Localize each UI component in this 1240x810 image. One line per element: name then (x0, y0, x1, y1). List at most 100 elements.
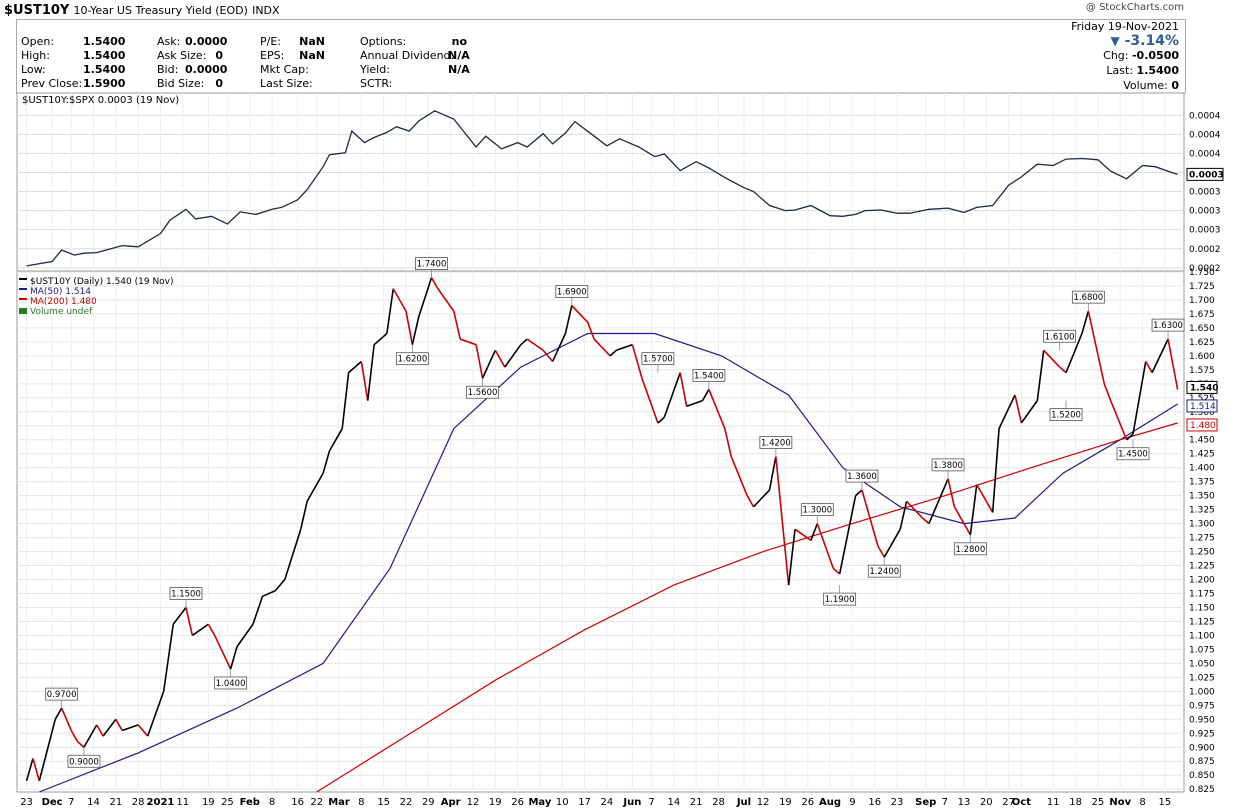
price-segment (341, 372, 350, 429)
price-ytick-label: 1.275 (1189, 534, 1215, 544)
price-segment (405, 310, 414, 345)
quote-label: Bid Size: (157, 77, 205, 90)
price-segment (229, 646, 238, 670)
xtick-label: 7 (648, 797, 654, 808)
quote-value: 0.0000 (185, 63, 228, 76)
quote-date: Friday 19-Nov-2021 (1071, 20, 1179, 33)
price-segment (787, 529, 796, 586)
price-segment (77, 741, 85, 748)
price-segment (236, 623, 254, 648)
price-ytick-label: 1.700 (1189, 296, 1215, 306)
price-segment (953, 506, 972, 536)
price-segment (616, 343, 633, 352)
xtick-label: 8 (358, 797, 364, 808)
price-segment (252, 596, 264, 625)
annotation-box (1049, 408, 1083, 422)
change-percent: ▼ -3.14% (1111, 33, 1180, 49)
price-segment (475, 344, 484, 379)
annotation-label: 1.5400 (694, 371, 724, 381)
annotation-box (823, 592, 857, 606)
price-segment (115, 718, 123, 731)
price-ytick-label: 0.825 (1189, 785, 1215, 795)
annotation-label: 1.1500 (171, 589, 201, 599)
ratio-last-label: 0.0003 (1189, 170, 1224, 180)
xtick-label: Mar (328, 797, 350, 808)
quote-label: Last Size: (260, 77, 313, 90)
ratio-ytick-label: 0.0004 (1189, 130, 1221, 140)
xtick-label: 29 (422, 797, 435, 808)
price-legend-item: MA(200) 1.480 (30, 297, 97, 307)
price-segment (564, 305, 573, 334)
annotation-label: 1.2800 (955, 545, 985, 555)
price-segment (701, 389, 710, 401)
xtick-label: 19 (202, 797, 215, 808)
price-ytick-label: 1.000 (1189, 687, 1215, 697)
xtick-label: 16 (868, 797, 881, 808)
annotation-box (1043, 329, 1077, 343)
quote-label: Prev Close: (21, 77, 83, 90)
price-ytick-label: 1.500 (1189, 408, 1215, 418)
xtick-label: 7 (942, 797, 948, 808)
ratio-panel (16, 92, 1185, 272)
price-segment (1014, 394, 1023, 424)
xtick-label: 23 (20, 797, 33, 808)
price-segment (686, 399, 703, 407)
price-segment (1132, 361, 1147, 435)
quote-value: 1.5900 (83, 77, 126, 90)
price-segment (504, 344, 522, 368)
xtick-label: 14 (667, 797, 680, 808)
annotation-box (1151, 318, 1185, 332)
chart-title: $UST10Y 10-Year US Treasury Yield (EOD) … (4, 3, 280, 18)
xtick-label: Sep (915, 797, 936, 808)
quote-value: 0 (215, 77, 223, 90)
xtick-label: 10 (556, 797, 569, 808)
price-ytick-label: 1.600 (1189, 352, 1215, 362)
price-ytick-label: 1.375 (1189, 478, 1215, 488)
annotation-label: 1.6900 (557, 288, 587, 298)
ratio-ytick-label: 0.0003 (1189, 226, 1221, 236)
price-segment (70, 730, 79, 743)
xtick-label: 27 (1002, 797, 1015, 808)
xtick-label: 11 (1047, 797, 1060, 808)
price-ytick-label: 1.050 (1189, 659, 1215, 669)
annotation-label: 0.9700 (47, 690, 77, 700)
xtick-label: 12 (467, 797, 480, 808)
price-legend-item: MA(50) 1.514 (30, 287, 91, 297)
price-segment (146, 691, 165, 737)
price-segment (855, 489, 863, 497)
price-ytick-label: 1.675 (1189, 310, 1215, 320)
ratio-ytick-label: 0.0003 (1189, 207, 1221, 217)
price-segment (816, 523, 835, 569)
ratio-legend: $UST10Y:$SPX 0.0003 (19 Nov) (22, 95, 179, 106)
quote-value: 0.0000 (185, 35, 228, 48)
annotation-label: 1.4500 (1118, 450, 1148, 460)
price-segment (306, 472, 324, 502)
price-segment (969, 484, 978, 535)
xtick-label: 21 (109, 797, 122, 808)
price-segment (430, 277, 439, 290)
quote-value: no (451, 35, 467, 48)
price-segment (899, 501, 908, 530)
price-segment (417, 277, 433, 317)
price-ytick-label: 1.075 (1189, 645, 1215, 655)
price-segment (1036, 350, 1045, 401)
ratio-ytick-label: 0.0004 (1189, 149, 1221, 159)
price-segment (883, 528, 901, 558)
annotation-label: 1.5600 (468, 388, 498, 398)
xtick-label: 7 (68, 797, 74, 808)
price-segment (861, 489, 879, 547)
annotation-box (1116, 447, 1150, 461)
price-ytick-label: 1.200 (1189, 576, 1215, 586)
xtick-label: Aug (819, 797, 841, 808)
price-tag-box (1186, 418, 1218, 432)
price-segment (1103, 383, 1112, 401)
annotation-box (67, 754, 101, 768)
price-segment (459, 338, 477, 346)
annotation-box (641, 352, 675, 366)
price-ytick-label: 1.125 (1189, 617, 1215, 627)
annotation-label: 1.1900 (825, 595, 855, 605)
down-triangle-icon: ▼ (1110, 34, 1120, 48)
price-ytick-label: 1.650 (1189, 324, 1215, 334)
price-segment (1151, 338, 1169, 373)
price-segment (663, 372, 681, 418)
